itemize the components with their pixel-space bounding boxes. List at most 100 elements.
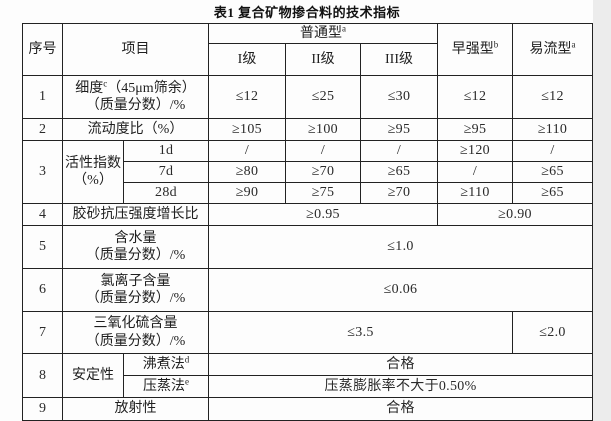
sub-item-cell: 压蒸法e — [123, 375, 209, 398]
value-cell: ≤12 — [512, 75, 593, 119]
table-row: 5 含水量 （质量分数）/% ≤1.0 — [22, 225, 593, 269]
item-label-cell: 流动度比（%） — [62, 118, 209, 141]
item-label-line2: （质量分数）/% — [85, 333, 186, 349]
header-row-group: 序号 项目 普通型a 早强型b 易流型a — [22, 23, 593, 76]
value-cell: ≥65 — [512, 161, 593, 183]
row-number-cell: 5 — [22, 225, 63, 269]
footnote-marker-d: d — [184, 354, 190, 365]
value-cell: ≥75 — [285, 182, 361, 204]
sub-item-label: 压蒸法 — [143, 378, 185, 394]
item-label-cell: 三氧化硫含量 （质量分数）/% — [62, 311, 209, 354]
table-row: 2 流动度比（%） ≥105 ≥100 ≥95 ≥95 ≥110 — [22, 118, 593, 141]
footnote-marker-a: a — [571, 39, 576, 50]
header-ordinary-type-label: 普通型 — [300, 25, 342, 41]
item-label-cell: 放射性 — [62, 397, 209, 421]
value-cell: ≥0.95 — [208, 203, 438, 226]
row-number-cell: 4 — [22, 203, 63, 226]
sub-item-cell: 28d — [123, 182, 209, 204]
header-easy-flow-label: 易流型 — [529, 41, 572, 57]
table-row: 4 胶砂抗压强度增长比 ≥0.95 ≥0.90 — [22, 203, 593, 226]
value-cell: ≥80 — [208, 161, 286, 183]
row-number-cell: 8 — [22, 353, 63, 398]
value-cell: ≥120 — [437, 140, 513, 162]
table-row: 3 活性指数（%） 1d / / / ≥120 / — [22, 140, 593, 204]
table-row: 28d ≥90 ≥75 ≥70 ≥110 ≥65 — [23, 182, 593, 204]
table-row: 7d ≥80 ≥70 ≥65 / ≥65 — [23, 161, 593, 183]
header-serial-number: 序号 — [22, 23, 63, 76]
header-grade-1: I级 — [208, 43, 286, 76]
value-cell: ≥70 — [285, 161, 361, 183]
spec-table: 序号 项目 普通型a 早强型b 易流型a I级 II级 III级 1 细度c（4… — [22, 23, 593, 421]
table-row: 1 细度c（45μm筛余）（质量分数）/% ≤12 ≤25 ≤30 ≤12 ≤1… — [22, 75, 593, 119]
sub-item-cell: 7d — [123, 161, 209, 183]
value-cell: / — [285, 140, 361, 162]
value-cell: ≤25 — [285, 75, 361, 119]
value-cell: / — [512, 140, 593, 162]
table-row: 7 三氧化硫含量 （质量分数）/% ≤3.5 ≤2.0 — [22, 311, 593, 354]
value-cell: ≤3.5 — [208, 311, 513, 354]
value-cell: 合格 — [208, 353, 593, 376]
value-cell: ≤1.0 — [208, 225, 593, 269]
value-cell: ≤12 — [208, 75, 286, 119]
item-label-cell: 胶砂抗压强度增长比 — [62, 203, 209, 226]
value-cell: ≥90 — [208, 182, 286, 204]
footnote-marker-c: c — [103, 77, 108, 88]
value-cell: / — [208, 140, 286, 162]
item-label-line1: 氯离子含量 — [100, 273, 171, 289]
value-cell: ≥95 — [360, 118, 438, 141]
value-cell: ≤2.0 — [512, 311, 593, 354]
item-label-cell: 细度c（45μm筛余）（质量分数）/% — [62, 75, 209, 119]
item-label: 细度 — [75, 80, 104, 96]
header-easy-flow-type: 易流型a — [512, 23, 593, 76]
row-number-cell: 7 — [22, 311, 63, 354]
header-early-strength-label: 早强型 — [451, 41, 494, 57]
value-cell: ≥95 — [437, 118, 513, 141]
footnote-marker-e: e — [185, 376, 189, 387]
value-cell: ≥110 — [512, 118, 593, 141]
item-label-rest: （45μm筛余）（质量分数）/% — [85, 80, 196, 114]
value-cell: ≥0.90 — [437, 203, 593, 226]
header-grade-3: III级 — [360, 43, 438, 76]
footnote-marker-a: a — [342, 23, 346, 34]
value-cell: ≥100 — [285, 118, 361, 141]
header-ordinary-type: 普通型a — [208, 23, 438, 44]
row-number-cell: 9 — [22, 397, 63, 421]
header-row-grades: I级 II级 III级 — [23, 43, 593, 76]
value-cell: ≥110 — [437, 182, 513, 204]
value-cell: ≥65 — [512, 182, 593, 204]
item-label-line1: 三氧化硫含量 — [93, 316, 178, 331]
item-label-cell: 活性指数（%） — [62, 140, 124, 204]
item-label-line2: （质量分数）/% — [85, 291, 186, 306]
item-label-line1: 含水量 — [114, 230, 157, 246]
header-early-strength-type: 早强型b — [437, 23, 513, 76]
value-cell: ≤30 — [360, 75, 438, 119]
value-cell: ≥105 — [208, 118, 286, 141]
value-cell: / — [437, 161, 513, 183]
table-row: 8 安定性 沸煮法d 合格 — [22, 353, 593, 398]
page-right-margin — [593, 0, 611, 421]
item-label-cell: 安定性 — [62, 353, 124, 398]
item-label-cell: 含水量 （质量分数）/% — [62, 225, 209, 269]
row-number-cell: 6 — [22, 268, 63, 312]
page-title: 表1 复合矿物掺合料的技术指标 — [213, 5, 401, 20]
sub-item-cell: 沸煮法d — [123, 353, 209, 376]
item-label-line2: （质量分数）/% — [85, 248, 186, 263]
header-grade-2: II级 — [285, 43, 361, 76]
row-number-cell: 1 — [22, 75, 63, 119]
value-cell: ≥65 — [360, 161, 438, 183]
value-cell: 压蒸膨胀率不大于0.50% — [208, 375, 593, 398]
table-row: 6 氯离子含量 （质量分数）/% ≤0.06 — [22, 268, 593, 312]
value-cell: / — [360, 140, 438, 162]
sub-item-cell: 1d — [123, 140, 209, 162]
table-row: 9 放射性 合格 — [22, 397, 593, 421]
footnote-marker-b: b — [493, 39, 499, 50]
value-cell: 合格 — [208, 397, 593, 421]
header-item: 项目 — [62, 23, 209, 76]
value-cell: ≥70 — [360, 182, 438, 204]
item-label-cell: 氯离子含量 （质量分数）/% — [62, 268, 209, 312]
sub-item-label: 沸煮法 — [142, 356, 185, 372]
row-number-cell: 3 — [22, 140, 63, 204]
value-cell: ≤12 — [437, 75, 513, 119]
value-cell: ≤0.06 — [208, 268, 593, 312]
